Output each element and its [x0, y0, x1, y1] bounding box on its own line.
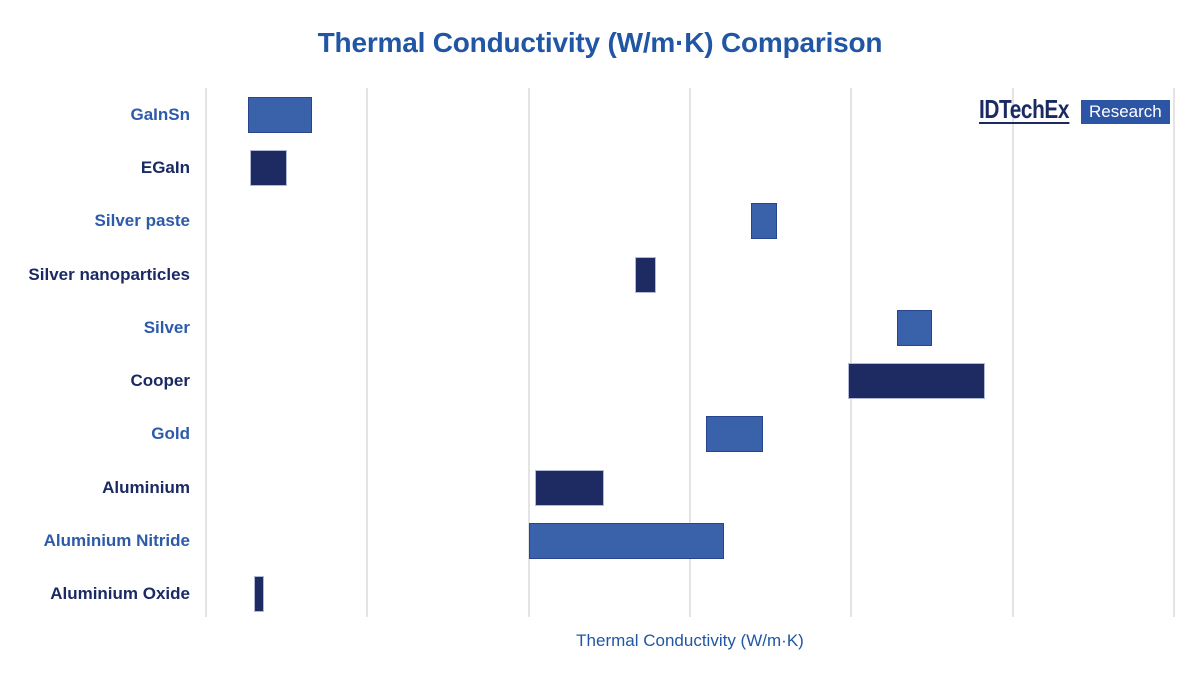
gridline [527, 88, 530, 617]
category-label-silver-nanoparticles: Silver nanoparticles [28, 264, 190, 284]
bar-silver-paste [751, 203, 778, 240]
bar-cooper [848, 363, 986, 400]
category-label-gainsn: GaInSn [130, 104, 190, 124]
bar-aluminium-oxide [254, 576, 265, 613]
bar-gold [706, 416, 763, 453]
category-label-gold: Gold [151, 424, 190, 444]
gridline [205, 88, 207, 617]
bar-aluminium-nitride [528, 523, 724, 560]
bar-silver-nanoparticles [635, 256, 657, 293]
plot-area [205, 88, 1175, 621]
gridline [1173, 88, 1175, 617]
category-label-egain: EGaIn [140, 157, 190, 177]
bar-silver [896, 309, 932, 346]
category-label-aluminium: Aluminium [102, 477, 190, 497]
bar-aluminium [535, 469, 605, 506]
category-label-silver-paste: Silver paste [94, 211, 190, 231]
bar-gainsn [247, 96, 313, 133]
idtechex-logo: IDTechEx Research [979, 94, 1179, 127]
chart-title: Thermal Conductivity (W/m·K) Comparison [317, 27, 883, 58]
gridline [1011, 88, 1014, 617]
research-badge: Research [1081, 100, 1170, 124]
category-label-aluminium-nitride: Aluminium Nitride [43, 531, 190, 551]
category-labels: GaInSn EGaIn Silver paste Silver nanopartic… [0, 88, 190, 621]
bar-egain [249, 149, 287, 186]
idtechex-wordmark: IDTechEx [979, 94, 1070, 124]
category-label-aluminium-oxide: Aluminium Oxide [50, 584, 190, 604]
gridline [366, 88, 369, 617]
x-axis-title: Thermal Conductivity (W/m·K) [576, 631, 804, 650]
gridline [689, 88, 691, 617]
category-label-silver: Silver [143, 317, 190, 337]
category-label-cooper: Cooper [130, 371, 191, 391]
gridline [850, 88, 853, 617]
